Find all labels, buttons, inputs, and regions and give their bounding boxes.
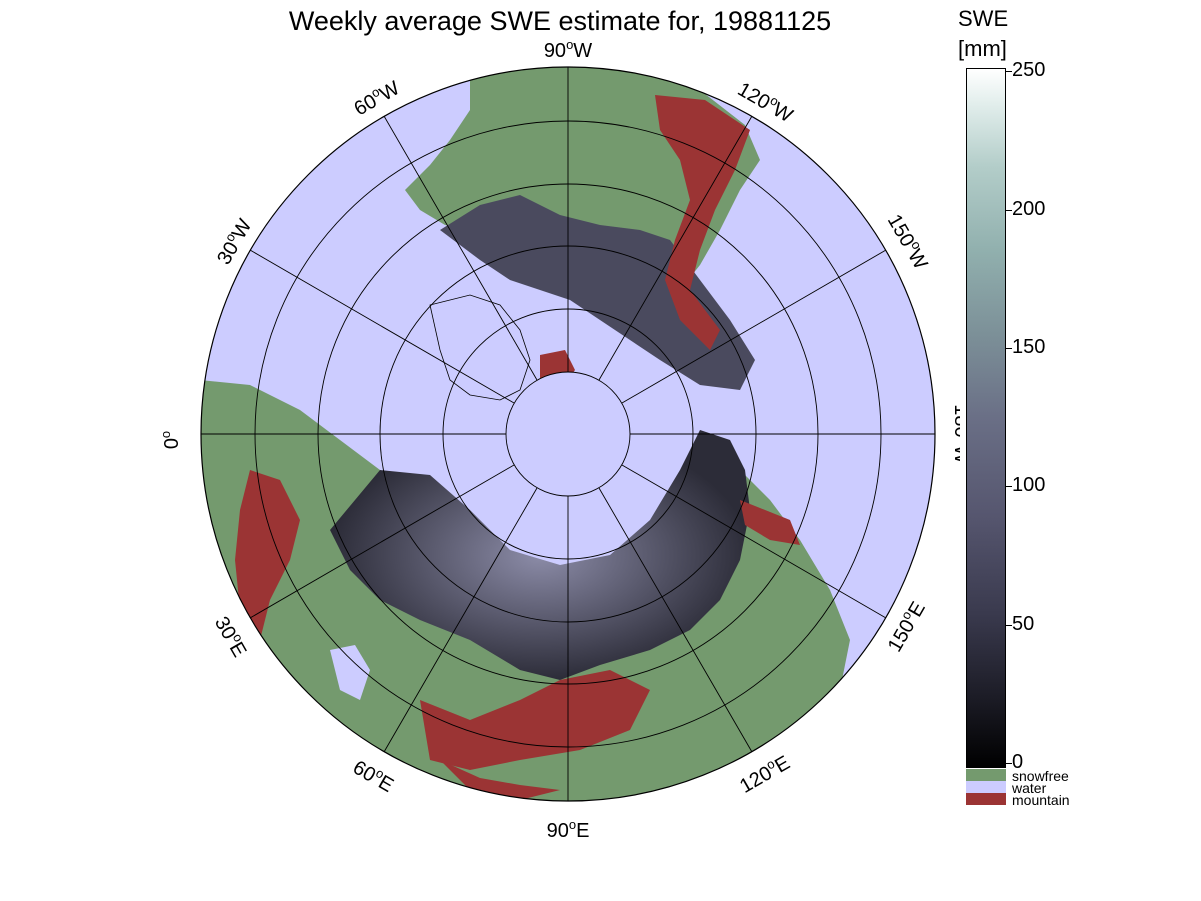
meridian: [383, 487, 538, 753]
colorbar-tick-label: 0: [1012, 751, 1024, 773]
lon-label: 180oW: [950, 404, 960, 464]
polar-map: 90oW 120oW 150oW 180oW 150oE 120oE 90oE …: [158, 37, 960, 842]
colorbar-tick: [1006, 625, 1012, 626]
colorbar-tick-label: 200: [1012, 198, 1046, 220]
lon-label: 90oW: [544, 37, 592, 62]
map-frame: [200, 66, 936, 802]
legend-swatch-mountain: [966, 793, 1006, 805]
colorbar-tick: [1006, 210, 1012, 211]
colorbar-tick-label: 250: [1012, 59, 1046, 81]
greenland: [429, 294, 531, 401]
colorbar-tick: [1006, 486, 1012, 487]
north-america-mountains: [655, 95, 750, 350]
map-title: Weekly average SWE estimate for, 1988112…: [288, 6, 832, 36]
legend-label-water: water: [1012, 780, 1047, 796]
meridian: [598, 487, 753, 753]
arctic-ocean: [506, 372, 630, 496]
caspian-water: [330, 645, 370, 700]
colorbar-tick-label: 150: [1012, 336, 1046, 358]
meridian: [621, 464, 887, 619]
eurasia-mountains-east: [740, 500, 800, 545]
eurasia-mountains-south: [420, 670, 650, 770]
legend-label-mountain: mountain: [1012, 792, 1070, 808]
meridian: [249, 249, 515, 404]
legend-swatch-water: [966, 781, 1006, 793]
lon-label: 0o: [158, 431, 183, 449]
colorbar-title: SWE [mm]: [958, 4, 1008, 64]
colorbar-tick: [1006, 763, 1012, 764]
legend-swatch-snowfree: [966, 769, 1006, 781]
eurasia-snow: [330, 430, 750, 680]
meridian: [621, 249, 887, 404]
colorbar: [966, 68, 1006, 768]
lon-label: 30oE: [210, 611, 253, 661]
colorbar-title-unit: [mm]: [958, 36, 1007, 61]
meridians: [201, 67, 935, 801]
meridian: [249, 464, 515, 619]
map-surface: [201, 67, 935, 801]
lon-label: 60oE: [349, 754, 399, 797]
north-america-snow: [440, 195, 755, 390]
colorbar-tick-label: 50: [1012, 613, 1035, 635]
colorbar-tick-label: 100: [1012, 474, 1046, 496]
legend-label-snowfree: snowfree: [1012, 768, 1069, 784]
eurasia-mountains-west: [235, 470, 300, 640]
meridian: [383, 115, 538, 381]
colorbar-tick: [1006, 348, 1012, 349]
colorbar-title-swe: SWE: [958, 6, 1009, 31]
meridian: [598, 115, 753, 381]
lon-label: 90oE: [547, 817, 590, 842]
colorbar-tick: [1006, 71, 1012, 72]
